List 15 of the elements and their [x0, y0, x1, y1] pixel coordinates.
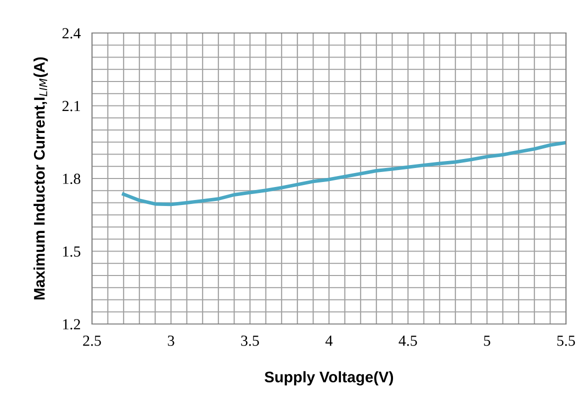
y-axis-title: Maximum Inductor Current,I$_{LIM}$(A) — [34, 57, 48, 300]
x-tick-label: 3.5 — [241, 336, 259, 346]
y-tick-label: 2.4 — [62, 28, 81, 39]
x-tick-label: 5 — [484, 336, 490, 346]
x-tick-label: 4.5 — [398, 336, 417, 346]
y-tick-label: 1.8 — [63, 174, 80, 184]
y-tick-label: 1.2 — [63, 319, 80, 330]
x-axis-title: Supply Voltage(V) — [264, 371, 394, 386]
y-tick-label: 1.5 — [63, 246, 80, 257]
x-tick-label: 2.5 — [83, 336, 101, 346]
x-tick-label: 3 — [168, 336, 174, 346]
x-tick-label: 5.5 — [557, 336, 575, 346]
x-tick-label: 4 — [325, 336, 333, 346]
line-series — [122, 140, 566, 206]
y-tick-label: 2.1 — [62, 100, 80, 112]
